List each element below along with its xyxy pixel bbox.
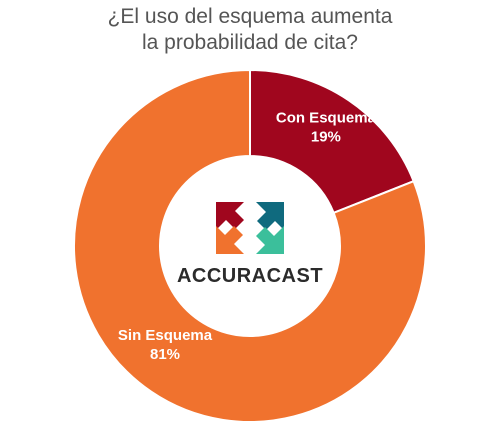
chart-title-line-1: ¿El uso del esquema aumenta [107,5,393,28]
logo-arrow-1 [216,202,244,230]
logo-arrow-2 [256,202,284,230]
slice-labels: Con Esquema 19% Sin Esquema 81% [118,109,377,363]
slice-label-1: Con Esquema [276,109,377,126]
slice-label-2: Sin Esquema [118,327,213,344]
chart-title-line-2: la probabilidad de cita? [142,31,358,54]
slice-value-label-1: 19% [311,128,341,145]
donut-slices [73,68,427,423]
logo-mark-icon [216,202,284,254]
logo-arrow-4 [216,226,244,254]
logo-wordmark: ACCURACAST [177,265,323,287]
chart-title: ¿El uso del esquema aumenta la probabili… [0,4,500,56]
logo-arrow-3 [256,226,284,254]
donut-hole [160,156,340,336]
accuracast-logo: ACCURACAST [177,202,323,287]
slice-value-label-2: 81% [150,346,180,363]
